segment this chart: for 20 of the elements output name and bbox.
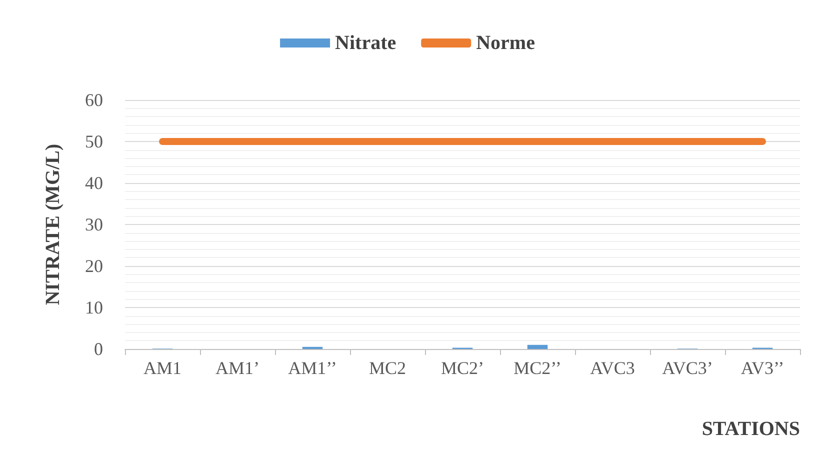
- x-tick-label: AM1’’: [288, 358, 337, 378]
- x-tick-label: AVC3’: [662, 358, 713, 378]
- x-tick-label: AM1: [143, 358, 182, 378]
- x-tick-label: AV3’’: [740, 358, 784, 378]
- x-tick-label: AVC3: [590, 358, 635, 378]
- y-tick-label: 10: [85, 298, 103, 318]
- y-tick-label: 50: [85, 132, 103, 152]
- y-tick-label: 20: [85, 256, 103, 276]
- legend-label: Norme: [476, 32, 536, 54]
- x-tick-label: AM1’: [216, 358, 260, 378]
- legend-label: Nitrate: [335, 32, 396, 54]
- y-tick-label: 60: [85, 90, 103, 110]
- x-tick-label: MC2’: [440, 358, 484, 378]
- y-tick-label: 40: [85, 173, 103, 193]
- x-tick-label: MC2’’: [514, 358, 562, 378]
- x-axis-title: STATIONS: [702, 418, 800, 440]
- y-axis-title: NITRATE (MG/L): [42, 144, 64, 306]
- x-tick-label: MC2: [368, 358, 406, 378]
- y-tick-label: 0: [94, 339, 103, 359]
- y-tick-label: 30: [85, 214, 103, 234]
